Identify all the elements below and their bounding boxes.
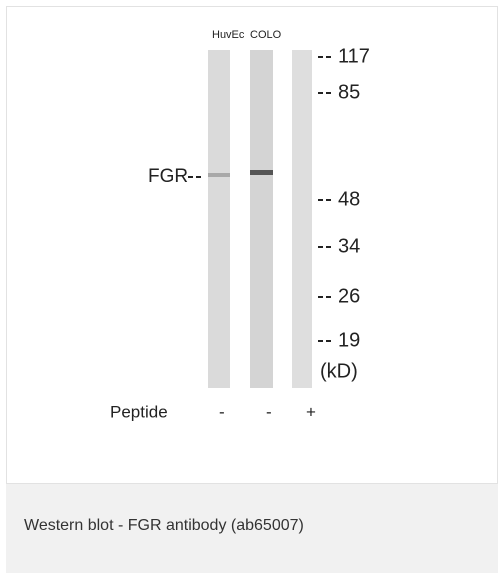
lane (208, 50, 230, 388)
marker-label: 85 (338, 81, 360, 103)
lane (250, 50, 273, 388)
marker-label: 26 (338, 285, 360, 307)
marker-label: 34 (338, 235, 360, 257)
band (250, 170, 273, 175)
caption-bar: Western blot - FGR antibody (ab65007) (6, 483, 498, 573)
marker-label: 48 (338, 188, 360, 210)
marker-label: 19 (338, 329, 360, 351)
target-label: FGR (148, 166, 188, 187)
peptide-sign: - (266, 402, 272, 421)
lane-label: COLO (250, 29, 282, 41)
peptide-sign: + (306, 402, 316, 421)
lane-label: HuvEc (212, 29, 245, 41)
blot-image: HuvEc COLO FGR 117 85 48 34 26 19 (kD) P… (0, 0, 504, 483)
band (208, 173, 230, 177)
marker-group: 117 85 48 34 26 19 (338, 45, 370, 351)
unit-label: (kD) (320, 360, 358, 382)
peptide-sign: - (219, 402, 225, 421)
lane (292, 50, 312, 388)
page: HuvEc COLO FGR 117 85 48 34 26 19 (kD) P… (0, 0, 504, 573)
marker-label: 117 (338, 45, 370, 67)
peptide-label: Peptide (110, 402, 168, 421)
caption: Western blot - FGR antibody (ab65007) (24, 517, 304, 535)
